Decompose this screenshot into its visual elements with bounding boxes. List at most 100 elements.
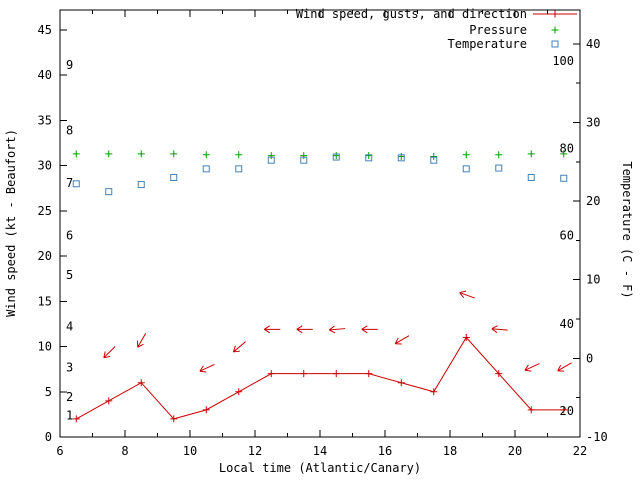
- x-tick-label: 22: [573, 444, 587, 458]
- x-axis-title: Local time (Atlantic/Canary): [219, 461, 421, 475]
- wind-point-marker: [527, 406, 535, 414]
- wind-direction-arrow: [199, 363, 215, 373]
- wind-speed-line: [76, 336, 564, 420]
- temperature-point-marker: [430, 156, 438, 164]
- legend-label-pressure: Pressure: [469, 23, 527, 37]
- wind-direction-arrow: [524, 363, 540, 372]
- wind-tick-label: 25: [38, 204, 52, 218]
- wind-point-marker: [137, 379, 145, 387]
- temperature-point-marker: [105, 188, 113, 196]
- wind-direction-arrow: [491, 325, 508, 334]
- arrow-glyph: [103, 346, 116, 359]
- arrow-glyph: [296, 325, 313, 334]
- pressure-point-marker: [137, 150, 145, 158]
- x-tick-label: 14: [313, 444, 327, 458]
- pressure-point-marker: [267, 152, 275, 160]
- pressure-point-marker: [72, 150, 80, 158]
- temp-tick-label: 20: [586, 194, 600, 208]
- x-tick-label: 10: [183, 444, 197, 458]
- beaufort-label: 3: [66, 360, 73, 374]
- temp-tick-label: 0: [586, 351, 593, 365]
- temperature-point-marker: [202, 165, 210, 173]
- pressure-point-marker: [105, 150, 113, 158]
- left-axis-title: Wind speed (kt - Beaufort): [4, 129, 18, 317]
- legend-label-wind: Wind speed, gusts, and direction: [296, 7, 527, 21]
- temperature-point-marker: [495, 164, 503, 172]
- fahrenheit-label: 60: [560, 229, 574, 243]
- pressure-point-marker: [332, 152, 340, 160]
- arrow-glyph: [263, 325, 281, 334]
- pressure-point-marker: [235, 151, 243, 159]
- fahrenheit-label: 100: [552, 54, 574, 68]
- wind-point-marker: [495, 370, 503, 378]
- wind-tick-label: 45: [38, 23, 52, 37]
- pressure-point-marker: [365, 152, 373, 160]
- temperature-point-marker: [462, 165, 470, 173]
- temperature-point-marker: [267, 156, 275, 164]
- wind-point-marker: [397, 379, 405, 387]
- pressure-point-marker: [430, 153, 438, 161]
- arrow-glyph: [328, 325, 346, 334]
- x-tick-label: 16: [378, 444, 392, 458]
- arrow-glyph: [199, 363, 215, 373]
- x-tick-label: 20: [508, 444, 522, 458]
- beaufort-label: 2: [66, 390, 73, 404]
- wind-direction-arrow: [394, 335, 410, 345]
- wind-direction-arrow: [232, 341, 246, 353]
- beaufort-label: 6: [66, 228, 73, 242]
- beaufort-label: 5: [66, 268, 73, 282]
- pressure-point-marker: [397, 153, 405, 161]
- temperature-point-marker: [170, 173, 178, 181]
- pressure-point-marker: [300, 152, 308, 160]
- wind-point-marker: [235, 388, 243, 396]
- wind-tick-label: 40: [38, 68, 52, 82]
- wind-point-marker: [202, 406, 210, 414]
- beaufort-label: 1: [66, 408, 73, 422]
- wind-point-marker: [105, 397, 113, 405]
- wind-point-marker: [170, 415, 178, 423]
- arrow-glyph: [459, 290, 475, 299]
- pressure-point-marker: [170, 150, 178, 158]
- wind-point-marker: [332, 370, 340, 378]
- wind-direction-arrow: [557, 362, 572, 372]
- temperature-point-marker: [397, 154, 405, 162]
- x-tick-label: 6: [56, 444, 63, 458]
- wind-point-marker: [560, 406, 568, 414]
- wind-tick-label: 5: [45, 385, 52, 399]
- wind-direction-arrow: [136, 333, 147, 348]
- wind-direction-arrow: [263, 325, 281, 334]
- pressure-point-marker: [527, 150, 535, 158]
- wind-tick-label: 30: [38, 159, 52, 173]
- beaufort-label: 9: [66, 58, 73, 72]
- beaufort-label: 4: [66, 320, 73, 334]
- wind-direction-arrow: [361, 325, 378, 334]
- fahrenheit-label: 80: [560, 141, 574, 155]
- legend-markers: [533, 10, 577, 48]
- temp-tick-label: 40: [586, 37, 600, 51]
- temperature-point-marker: [137, 181, 145, 189]
- axis-tick-labels: 6 8 10 12 14 16 18 20 22051015202530354045-10010…: [38, 23, 608, 458]
- wind-direction-arrow: [328, 325, 346, 334]
- wind-direction-arrow: [296, 325, 313, 334]
- wind-point-marker: [300, 370, 308, 378]
- axis-ticks: [59, 10, 581, 438]
- wind-tick-label: 35: [38, 113, 52, 127]
- temperature-point-marker: [527, 173, 535, 181]
- fahrenheit-label: 20: [560, 404, 574, 418]
- data-series: [72, 150, 572, 423]
- wind-direction-arrow: [459, 290, 475, 299]
- wind-tick-label: 0: [45, 430, 52, 444]
- plot-border: [59, 9, 581, 438]
- wind-point-marker: [365, 370, 373, 378]
- temp-tick-label: 10: [586, 273, 600, 287]
- legend-pressure-sample-marker: [551, 26, 559, 34]
- x-tick-label: 18: [443, 444, 457, 458]
- arrow-glyph: [394, 335, 410, 345]
- wind-tick-label: 10: [38, 340, 52, 354]
- wind-point-marker: [430, 388, 438, 396]
- temperature-point-marker: [72, 180, 80, 188]
- x-tick-label: 8: [121, 444, 128, 458]
- pressure-point-marker: [202, 151, 210, 159]
